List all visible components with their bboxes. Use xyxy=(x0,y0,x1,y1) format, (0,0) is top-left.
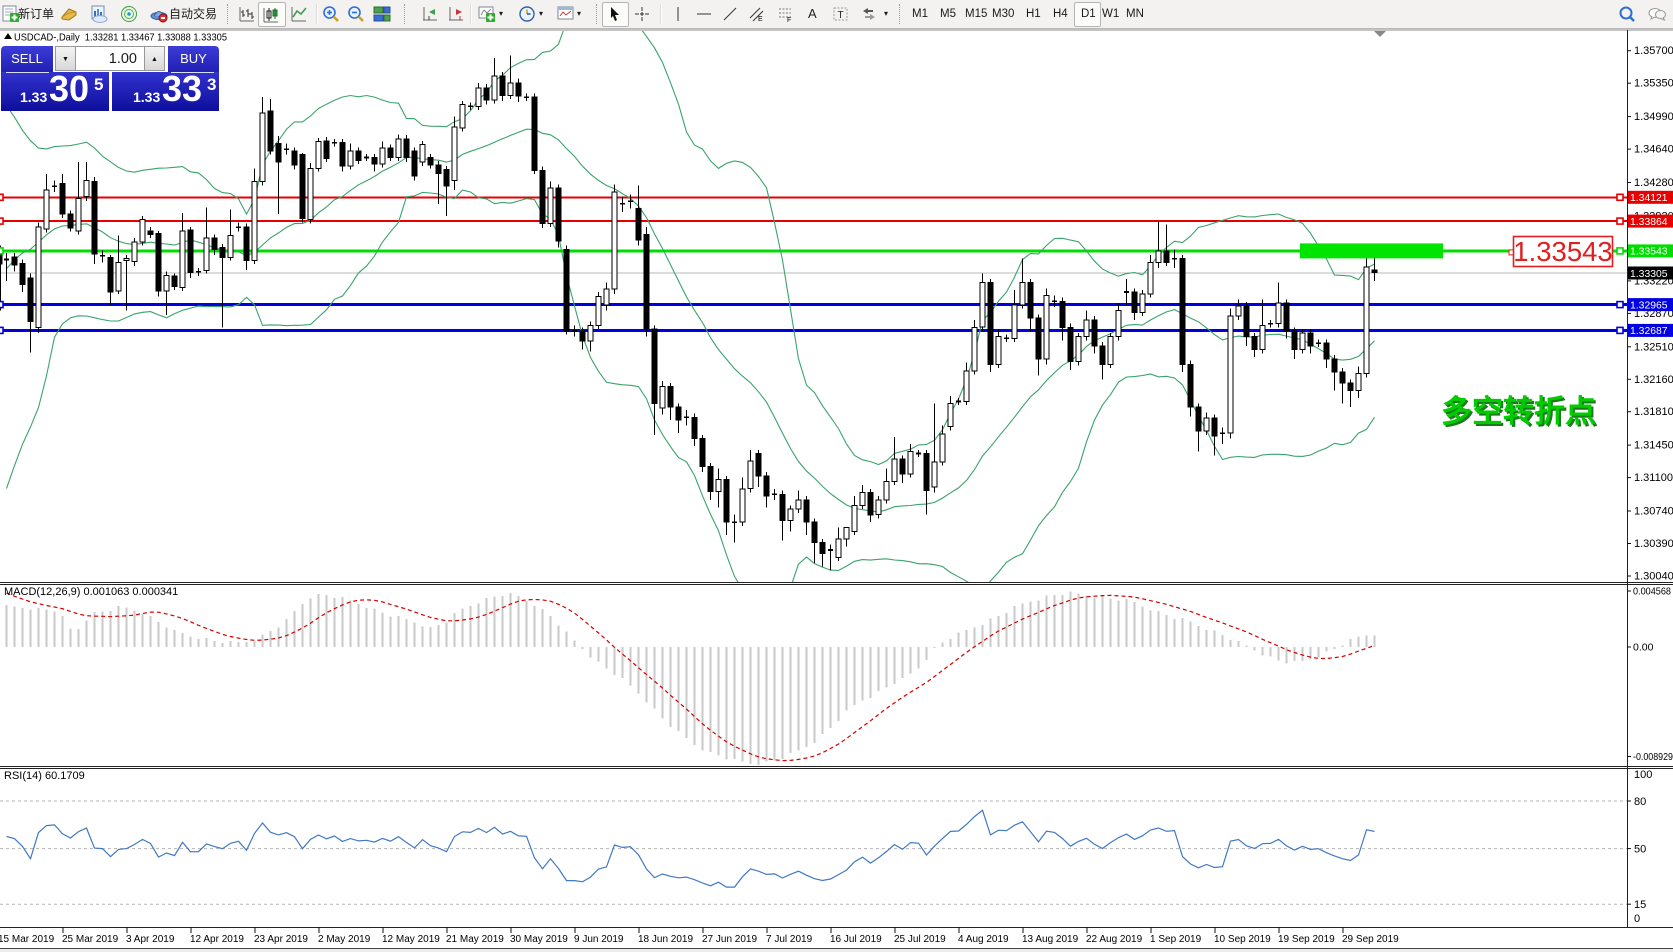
svg-text:MACD(12,26,9) 0.001063 0.00034: MACD(12,26,9) 0.001063 0.000341 xyxy=(4,586,178,598)
svg-text:1.34280: 1.34280 xyxy=(1634,177,1673,189)
svg-text:21 May 2019: 21 May 2019 xyxy=(446,934,504,945)
svg-text:10 Sep 2019: 10 Sep 2019 xyxy=(1214,934,1271,945)
svg-text:USDCAD-,Daily 1.33281 1.33467: USDCAD-,Daily 1.33281 1.33467 1.33088 1.… xyxy=(14,33,227,44)
svg-text:0.004568: 0.004568 xyxy=(1633,586,1671,598)
svg-text:27 Jun 2019: 27 Jun 2019 xyxy=(702,934,757,945)
svg-text:1.32965: 1.32965 xyxy=(1630,300,1668,311)
svg-text:4 Aug 2019: 4 Aug 2019 xyxy=(958,934,1009,945)
svg-text:25 Mar 2019: 25 Mar 2019 xyxy=(62,934,119,945)
svg-text:1.34121: 1.34121 xyxy=(1630,193,1668,204)
svg-text:3 Apr 2019: 3 Apr 2019 xyxy=(126,934,175,945)
svg-text:1.30390: 1.30390 xyxy=(1634,538,1673,550)
svg-text:RSI(14) 60.1709: RSI(14) 60.1709 xyxy=(4,770,85,782)
svg-text:T: T xyxy=(838,10,844,21)
svg-text:100: 100 xyxy=(1634,769,1652,781)
svg-text:1.32687: 1.32687 xyxy=(1630,326,1668,337)
svg-text:1.31450: 1.31450 xyxy=(1634,440,1673,452)
svg-text:1.32160: 1.32160 xyxy=(1634,374,1673,386)
svg-text:1.33543: 1.33543 xyxy=(1513,236,1612,267)
svg-text:1.30040: 1.30040 xyxy=(1634,571,1673,583)
svg-text:12 Apr 2019: 12 Apr 2019 xyxy=(190,934,244,945)
svg-text:多空转折点: 多空转折点 xyxy=(1441,394,1596,429)
svg-text:16 Jul 2019: 16 Jul 2019 xyxy=(830,934,882,945)
svg-text:1.32510: 1.32510 xyxy=(1634,341,1673,353)
svg-text:-0.008929: -0.008929 xyxy=(1633,751,1673,763)
svg-text:1.34640: 1.34640 xyxy=(1634,144,1673,156)
svg-text:1.34990: 1.34990 xyxy=(1634,111,1673,123)
svg-text:23 Apr 2019: 23 Apr 2019 xyxy=(254,934,308,945)
svg-text:50: 50 xyxy=(1634,844,1646,856)
svg-text:1.33305: 1.33305 xyxy=(1630,269,1668,280)
svg-text:25 Jul 2019: 25 Jul 2019 xyxy=(894,934,946,945)
svg-text:0.00: 0.00 xyxy=(1633,642,1654,654)
svg-text:E: E xyxy=(758,16,763,23)
svg-text:29 Sep 2019: 29 Sep 2019 xyxy=(1342,934,1399,945)
svg-text:1 Sep 2019: 1 Sep 2019 xyxy=(1150,934,1202,945)
svg-text:F: F xyxy=(787,17,791,23)
svg-text:7 Jul 2019: 7 Jul 2019 xyxy=(766,934,813,945)
svg-text:9 Jun 2019: 9 Jun 2019 xyxy=(574,934,624,945)
svg-text:2 May 2019: 2 May 2019 xyxy=(318,934,371,945)
svg-text:15 Mar 2019: 15 Mar 2019 xyxy=(0,934,55,945)
svg-text:80: 80 xyxy=(1634,796,1646,808)
svg-text:12 May 2019: 12 May 2019 xyxy=(382,934,440,945)
svg-text:13 Aug 2019: 13 Aug 2019 xyxy=(1022,934,1079,945)
svg-text:22 Aug 2019: 22 Aug 2019 xyxy=(1086,934,1143,945)
svg-text:1.30740: 1.30740 xyxy=(1634,506,1673,518)
svg-text:15: 15 xyxy=(1634,899,1646,911)
svg-text:0: 0 xyxy=(1634,913,1640,925)
svg-text:1.31100: 1.31100 xyxy=(1634,472,1673,484)
svg-text:1.35700: 1.35700 xyxy=(1634,45,1673,57)
svg-text:1.31810: 1.31810 xyxy=(1634,406,1673,418)
svg-text:1.33864: 1.33864 xyxy=(1630,217,1668,228)
svg-text:19 Sep 2019: 19 Sep 2019 xyxy=(1278,934,1335,945)
svg-text:1.35350: 1.35350 xyxy=(1634,78,1673,90)
svg-text:1.33543: 1.33543 xyxy=(1630,247,1668,258)
svg-text:18 Jun 2019: 18 Jun 2019 xyxy=(638,934,693,945)
svg-text:30 May 2019: 30 May 2019 xyxy=(510,934,568,945)
